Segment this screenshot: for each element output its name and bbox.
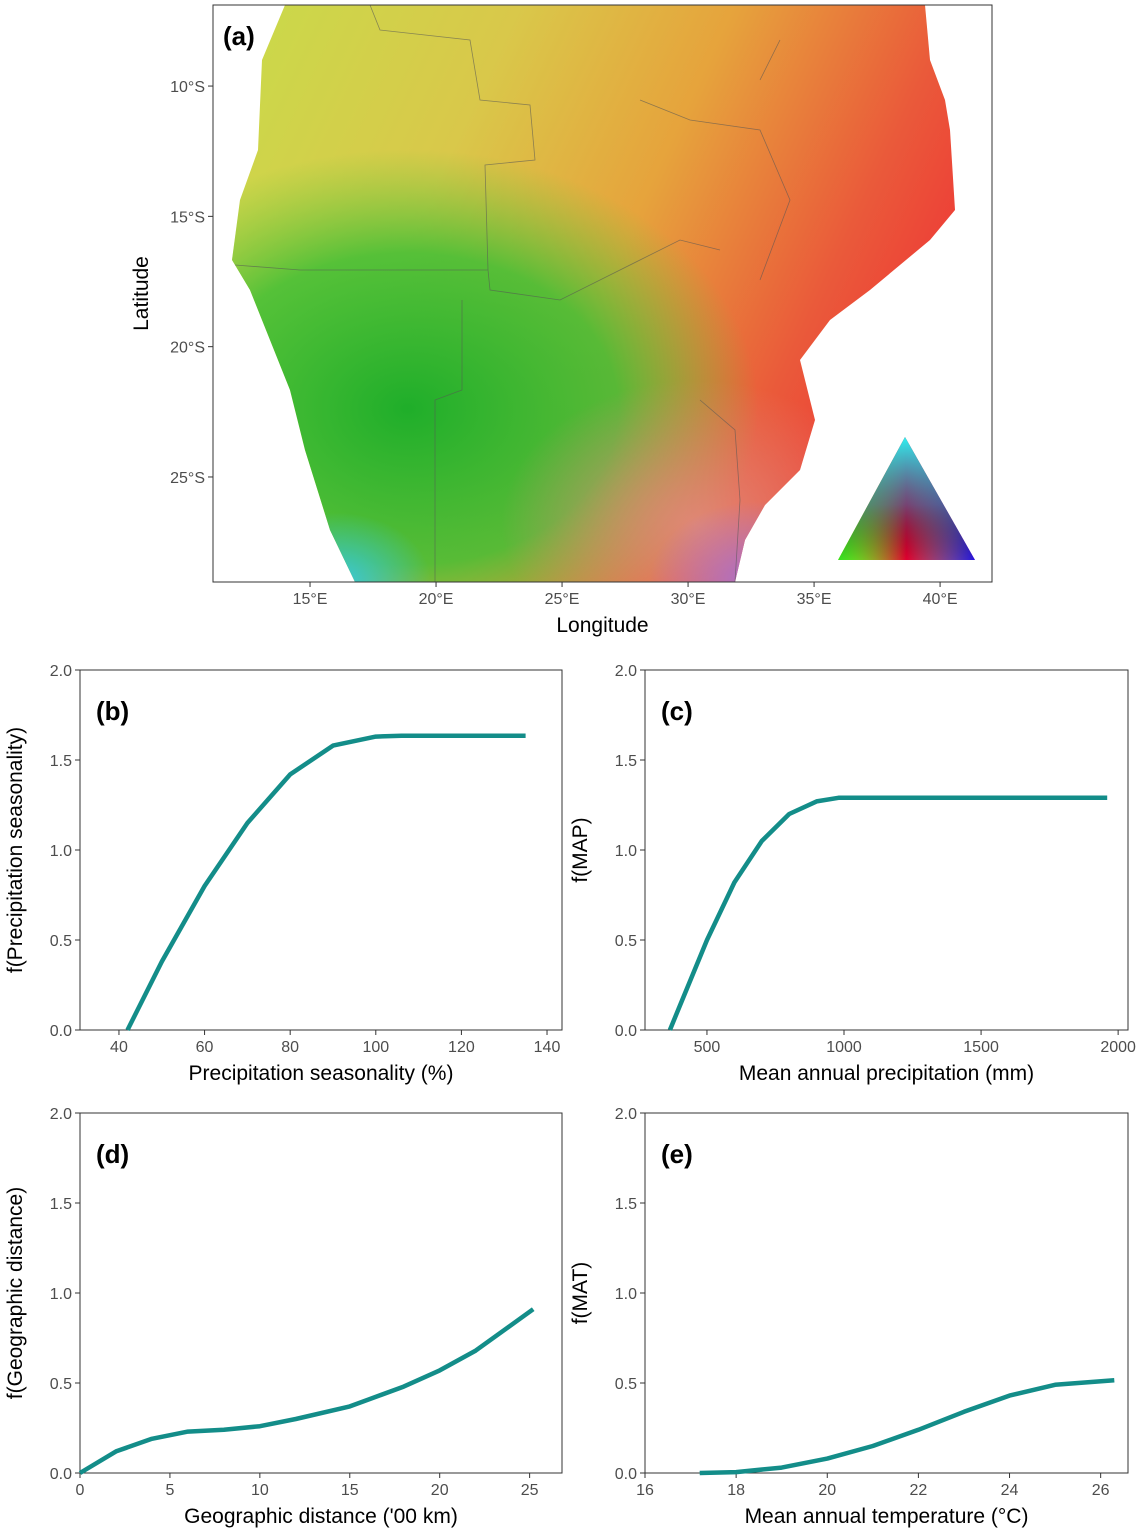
y-tick-label: 10°S (170, 79, 205, 96)
x-axis-title: Mean annual precipitation (mm) (739, 1062, 1034, 1085)
y-tick-label: 2.0 (50, 663, 72, 680)
y-tick-label: 0.0 (50, 1466, 72, 1483)
x-axis-title: Mean annual temperature (°C) (745, 1505, 1029, 1528)
y-tick-label: 2.0 (615, 1106, 637, 1123)
x-tick-label: 20°E (419, 591, 454, 608)
response-curve (699, 1378, 1115, 1476)
color-key (838, 437, 975, 560)
y-axis-title: f(MAT) (569, 1262, 592, 1325)
x-tick-label: 22 (909, 1482, 927, 1499)
y-tick-label: 0.5 (615, 1376, 637, 1393)
panel-label: (c) (661, 696, 693, 726)
y-tick-label: 1.5 (50, 753, 72, 770)
x-tick-label: 40°E (923, 591, 958, 608)
y-tick-label: 1.0 (615, 1286, 637, 1303)
y-tick-label: 0.0 (615, 1466, 637, 1483)
panel: 15°E 20°E 25°E 30°E 35°E 40°E 10°S 15°S 20°S 25°S… (130, 4, 993, 637)
x-tick-label: 80 (281, 1039, 299, 1056)
x-tick-label: 120 (448, 1039, 475, 1056)
response-curve (667, 795, 1108, 1031)
x-tick-label: 0 (76, 1482, 85, 1499)
y-tick-label: 25°S (170, 470, 205, 487)
x-tick-label: 16 (636, 1482, 654, 1499)
y-tick-label: 0.5 (615, 933, 637, 950)
x-tick-label: 24 (1001, 1482, 1019, 1499)
response-curve (78, 1307, 535, 1475)
panel: 16 18 20 22 24 26 0.0 0.5 1.0 1.5 2.0 Mean annual t… (569, 1106, 1129, 1528)
x-tick-label: 25 (521, 1482, 539, 1499)
x-tick-label: 60 (196, 1039, 214, 1056)
x-tick-label: 15 (341, 1482, 359, 1499)
y-tick-label: 1.0 (50, 1286, 72, 1303)
x-tick-label: 26 (1092, 1482, 1110, 1499)
panel-label: (d) (96, 1139, 129, 1169)
plot-frame (644, 1112, 1129, 1474)
x-tick-label: 1500 (963, 1039, 999, 1056)
y-axis-title: f(MAP) (569, 817, 592, 882)
y-tick-label: 1.0 (615, 843, 637, 860)
x-tick-label: 18 (727, 1482, 745, 1499)
y-tick-label: 0.5 (50, 933, 72, 950)
y-tick-label: 1.0 (50, 843, 72, 860)
x-tick-label: 5 (165, 1482, 174, 1499)
x-tick-label: 2000 (1100, 1039, 1136, 1056)
x-tick-label: 25°E (545, 591, 580, 608)
x-tick-label: 35°E (797, 591, 832, 608)
y-tick-label: 2.0 (615, 663, 637, 680)
x-tick-label: 1000 (826, 1039, 862, 1056)
x-tick-label: 100 (362, 1039, 389, 1056)
response-curve (125, 733, 526, 1032)
panel: 40 60 80 100 120 140 0.0 0.5 1.0 1.5 2.0 Precipitat… (4, 663, 563, 1085)
color-key-triangle (838, 437, 975, 560)
y-tick-label: 1.5 (615, 1196, 637, 1213)
y-axis-title: f(Geographic distance) (4, 1187, 27, 1399)
y-tick-label: 1.5 (615, 753, 637, 770)
x-axis-title: Precipitation seasonality (%) (189, 1062, 454, 1085)
panel-label: (b) (96, 696, 129, 726)
y-tick-label: 1.5 (50, 1196, 72, 1213)
plot-frame (212, 4, 993, 583)
y-tick-label: 0.0 (615, 1023, 637, 1040)
panel-label: (e) (661, 1139, 693, 1169)
y-tick-label: 2.0 (50, 1106, 72, 1123)
x-tick-label: 10 (251, 1482, 269, 1499)
x-axis-title: Longitude (556, 614, 648, 637)
x-tick-label: 15°E (293, 591, 328, 608)
borders (234, 5, 791, 582)
x-tick-label: 500 (694, 1039, 721, 1056)
y-tick-label: 20°S (170, 340, 205, 357)
x-tick-label: 20 (431, 1482, 449, 1499)
x-tick-label: 40 (110, 1039, 128, 1056)
panel-label: (a) (223, 21, 255, 51)
panel: 0 5 10 15 20 25 0.0 0.5 1.0 1.5 2.0 Geographic dist… (4, 1106, 563, 1528)
x-axis-title: Geographic distance ('00 km) (184, 1505, 458, 1528)
y-axis-title: f(Precipitation seasonality) (4, 727, 27, 973)
map-land (232, 5, 955, 582)
y-tick-label: 0.5 (50, 1376, 72, 1393)
y-axis-title: Latitude (130, 256, 153, 331)
x-tick-label: 30°E (671, 591, 706, 608)
y-tick-label: 15°S (170, 209, 205, 226)
y-tick-label: 0.0 (50, 1023, 72, 1040)
x-tick-label: 20 (818, 1482, 836, 1499)
x-tick-label: 140 (534, 1039, 561, 1056)
plot-frame (644, 669, 1129, 1031)
panel: 500 1000 1500 2000 0.0 0.5 1.0 1.5 2.0 Mean annua… (569, 663, 1136, 1085)
plot-frame (79, 1112, 563, 1474)
